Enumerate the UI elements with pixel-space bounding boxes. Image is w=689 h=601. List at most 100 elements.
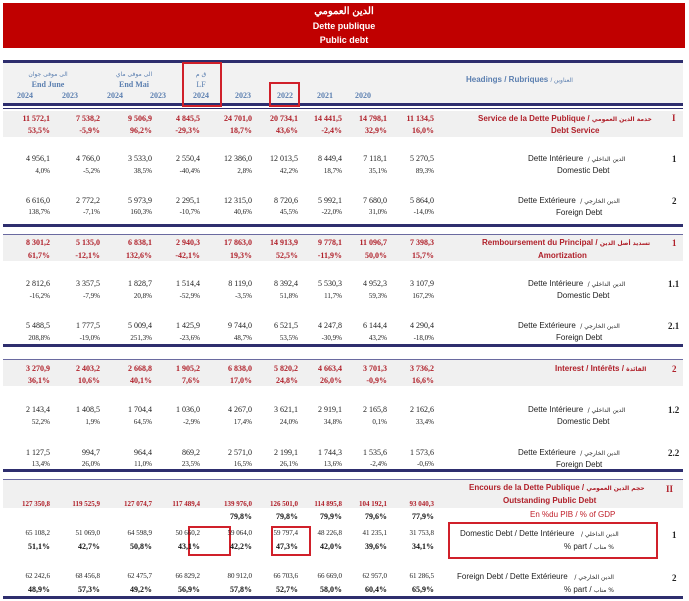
row-pct: -7,1% xyxy=(83,208,100,216)
highlight-domestic-2022 xyxy=(271,526,311,556)
row-label-domestic: Domestic Debt / Dette Intérieure / الدين… xyxy=(460,529,619,538)
title-english: Public debt xyxy=(319,35,369,45)
row-value: 62 242,6 xyxy=(25,572,51,580)
end-june-2024: 2024 xyxy=(17,91,33,100)
row-pct: 24,0% xyxy=(279,418,298,426)
section-band-outstanding xyxy=(3,480,683,508)
row-pct: 18,7% xyxy=(323,167,342,175)
section-total-pct: -11,9% xyxy=(317,251,342,260)
row-pct: 42,2% xyxy=(279,167,298,175)
row-pct: 45,5% xyxy=(279,208,298,216)
title-french: Dette publique xyxy=(312,21,376,31)
highlight-2022 xyxy=(269,82,300,107)
row-value: 50 660,2 xyxy=(175,529,201,537)
row-label-foreign: Dette Extérieure / الدين الخارجي xyxy=(518,321,620,330)
section-divider xyxy=(3,596,683,599)
section-total-pct: 79,8% xyxy=(276,512,298,521)
row-pct: 251,3% xyxy=(130,334,152,342)
row-pct: 26,1% xyxy=(279,460,298,468)
label: Foreign Debt / Dette Extérieure xyxy=(457,572,568,581)
row-value: 2 162,6 xyxy=(410,405,434,414)
section-total-value: 114 895,8 xyxy=(314,500,342,508)
section-band-debt-service xyxy=(3,111,683,137)
ar: / الدين الداخلي xyxy=(587,156,626,163)
row-pct: 160,3% xyxy=(130,208,152,216)
section-total-value: 14 441,5 xyxy=(314,114,342,123)
row-pct: 57,3% xyxy=(78,585,100,594)
section-total-pct: 36,1% xyxy=(28,376,50,385)
row-value: 2 550,4 xyxy=(176,154,200,163)
section-total-pct: -2,4% xyxy=(321,126,342,135)
row-pct: 39,6% xyxy=(365,542,387,551)
row-value: 5 488,5 xyxy=(26,321,50,330)
row-pct: 89,3% xyxy=(415,167,434,175)
row-value: 5 009,4 xyxy=(128,321,152,330)
section-divider xyxy=(3,344,683,347)
row-value: 1 535,6 xyxy=(363,448,387,457)
row-part-foreign: % part / مناب % xyxy=(564,585,614,594)
title-fr: Encours de la Dette Publique / xyxy=(469,483,585,492)
end-june-2023: 2023 xyxy=(62,91,78,100)
section-title-amortization: Remboursement du Principal / تسديد أصل ا… xyxy=(482,238,650,247)
row-pct: 16,5% xyxy=(233,460,252,468)
row-value: 5 973,9 xyxy=(128,196,152,205)
year-2023: 2023 xyxy=(235,91,251,100)
row-pct: -22,0% xyxy=(321,208,342,216)
title-arabic: الدين العمومي xyxy=(314,6,374,17)
row-value: 65 108,2 xyxy=(25,529,51,537)
row-value: 2 919,1 xyxy=(318,405,342,414)
section-index: 2 xyxy=(672,364,677,374)
section-total-value: 2 940,3 xyxy=(176,238,200,247)
section-total-pct: -29,3% xyxy=(175,126,200,135)
section-total-value: 11 572,1 xyxy=(22,114,50,123)
title-fr: Service de la Dette Publique / xyxy=(478,114,590,123)
section-total-value: 24 701,0 xyxy=(224,114,252,123)
row-value: 12 315,0 xyxy=(224,196,252,205)
row-index: 2.1 xyxy=(668,321,680,331)
section-total-value: 104 192,1 xyxy=(359,500,387,508)
section-total-value: 1 905,2 xyxy=(176,364,200,373)
section-total-pct: 96,2% xyxy=(130,126,152,135)
row-value: 8 392,4 xyxy=(274,279,298,288)
fr: Dette Intérieure xyxy=(528,405,584,414)
row-value: 1 573,6 xyxy=(410,448,434,457)
title-fr: Interest / Intérêts / xyxy=(555,364,624,373)
row-pct: 58,0% xyxy=(320,585,342,594)
row-label-foreign: Dette Extérieure / الدين الخارجي xyxy=(518,448,620,457)
section-subtitle-outstanding: Outstanding Public Debt xyxy=(503,496,597,505)
row-value: 5 530,3 xyxy=(318,279,342,288)
section-index: I xyxy=(672,113,676,123)
row-value: 1 777,5 xyxy=(76,321,100,330)
row-value: 5 864,0 xyxy=(410,196,434,205)
row-pct: 26,0% xyxy=(81,460,100,468)
end-june-label: End June xyxy=(31,80,65,89)
row-pct: 42,0% xyxy=(320,542,342,551)
row-value: 2 143,4 xyxy=(26,405,50,414)
row-label-foreign-en: Foreign Debt xyxy=(556,460,603,469)
row-pct: 57,8% xyxy=(230,585,252,594)
section-total-value: 5 820,2 xyxy=(274,364,298,373)
row-label-domestic-en: Domestic Debt xyxy=(557,166,610,175)
section-total-value: 8 301,2 xyxy=(26,238,50,247)
row-pct: 56,9% xyxy=(178,585,200,594)
section-total-pct: 50,0% xyxy=(365,251,387,260)
section-total-value: 11 134,5 xyxy=(406,114,434,123)
highlight-domestic-lf-2024 xyxy=(188,526,231,556)
section-band-interest xyxy=(3,360,683,386)
section-total-value: 126 501,0 xyxy=(270,500,298,508)
row-value: 4 267,0 xyxy=(228,405,252,414)
row-value: 8 449,4 xyxy=(318,154,342,163)
row-value: 3 533,0 xyxy=(128,154,152,163)
row-value: 4 956,1 xyxy=(26,154,50,163)
row-pct: 167,2% xyxy=(412,292,434,300)
row-pct: 23,5% xyxy=(181,460,200,468)
gdp-label: En %du PIB / % of GDP xyxy=(530,510,616,519)
section-total-pct: 15,7% xyxy=(412,251,434,260)
row-pct: 208,8% xyxy=(28,334,50,342)
row-value: 2 199,1 xyxy=(274,448,298,457)
row-pct: 43,2% xyxy=(368,334,387,342)
row-value: 51 069,0 xyxy=(75,529,101,537)
row-pct: -7,9% xyxy=(83,292,100,300)
ar: / الدين الداخلي xyxy=(587,407,626,414)
section-total-pct: -0,9% xyxy=(366,376,387,385)
